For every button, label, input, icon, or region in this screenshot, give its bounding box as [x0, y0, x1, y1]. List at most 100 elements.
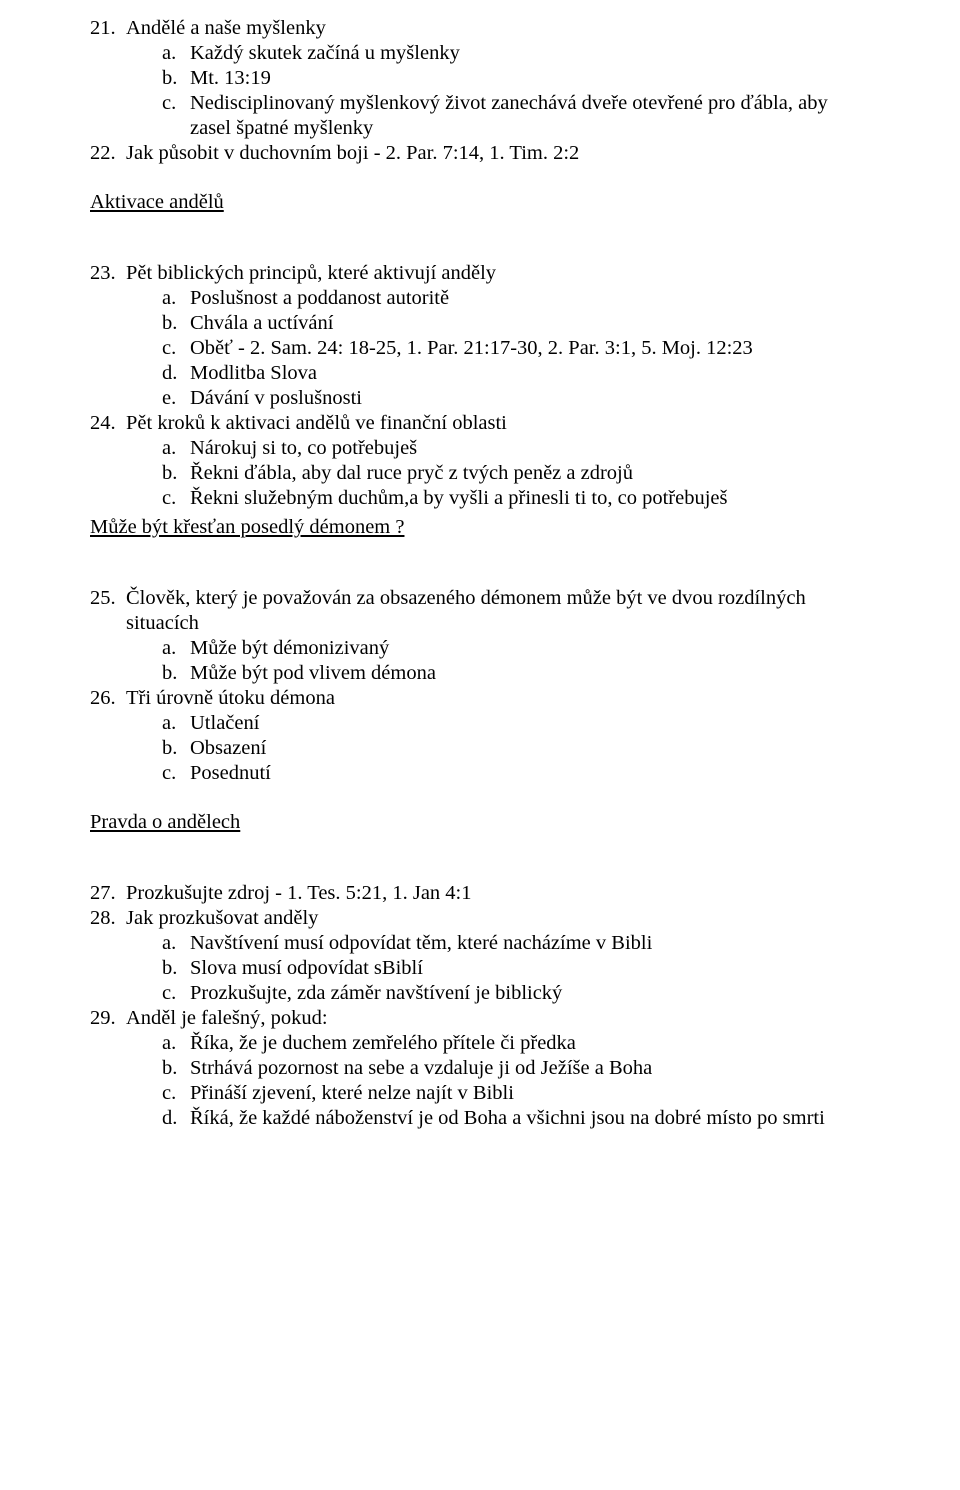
list-item: c.Oběť - 2. Sam. 24: 18-25, 1. Par. 21:1… — [162, 336, 870, 361]
item-number: c. — [162, 486, 190, 511]
list-item: b.Strhává pozornost na sebe a vzdaluje j… — [162, 1056, 870, 1081]
list-item: 25. Člověk, který je považován za obsaze… — [90, 586, 870, 636]
spacer — [90, 839, 870, 881]
item-text: Prozkušujte, zda záměr navštívení je bib… — [190, 981, 870, 1006]
list-item: 29. Anděl je falešný, pokud: — [90, 1006, 870, 1031]
list-item: c.Přináší zjevení, které nelze najít v B… — [162, 1081, 870, 1106]
item-text: Říká, že každé náboženství je od Boha a … — [190, 1106, 870, 1131]
item-number: 23. — [90, 261, 126, 286]
item-number: c. — [162, 91, 190, 141]
item-text: Každý skutek začíná u myšlenky — [190, 41, 870, 66]
list-item: b.Chvála a uctívání — [162, 311, 870, 336]
item-text: Jak působit v duchovním boji - 2. Par. 7… — [126, 141, 870, 166]
list-item: 21. Andělé a naše myšlenky — [90, 16, 870, 41]
list-item: a.Poslušnost a poddanost autoritě — [162, 286, 870, 311]
item-text: Mt. 13:19 — [190, 66, 870, 91]
outline-list: 27. Prozkušujte zdroj - 1. Tes. 5:21, 1.… — [90, 881, 870, 931]
item-number: b. — [162, 461, 190, 486]
item-number: a. — [162, 1031, 190, 1056]
item-number: e. — [162, 386, 190, 411]
list-item: b.Slova musí odpovídat sBiblí — [162, 956, 870, 981]
item-number: b. — [162, 661, 190, 686]
item-number: d. — [162, 1106, 190, 1131]
outline-list: 23. Pět biblických principů, které aktiv… — [90, 261, 870, 286]
list-item: c.Posednutí — [162, 761, 870, 786]
list-item: d.Modlitba Slova — [162, 361, 870, 386]
item-text: Říka, že je duchem zemřelého přítele či … — [190, 1031, 870, 1056]
outline-list: 24. Pět kroků k aktivaci andělů ve finan… — [90, 411, 870, 436]
list-item: e.Dávání v poslušnosti — [162, 386, 870, 411]
list-item: a.Nárokuj si to, co potřebuješ — [162, 436, 870, 461]
spacer — [90, 786, 870, 806]
item-number: a. — [162, 636, 190, 661]
list-item: c.Řekni služebným duchům,a by vyšli a př… — [162, 486, 870, 511]
list-item: b.Řekni ďábla, aby dal ruce pryč z tvých… — [162, 461, 870, 486]
document-page: 21. Andělé a naše myšlenky a.Každý skute… — [0, 0, 960, 1490]
list-item: 28. Jak prozkušovat anděly — [90, 906, 870, 931]
item-text: Řekni ďábla, aby dal ruce pryč z tvých p… — [190, 461, 870, 486]
item-text: Prozkušujte zdroj - 1. Tes. 5:21, 1. Jan… — [126, 881, 870, 906]
item-number: c. — [162, 336, 190, 361]
item-number: a. — [162, 711, 190, 736]
item-text: Andělé a naše myšlenky — [126, 16, 870, 41]
list-item: c.Nedisciplinovaný myšlenkový život zane… — [162, 91, 870, 141]
sublist: a.Každý skutek začíná u myšlenky b.Mt. 1… — [162, 41, 870, 141]
item-text: Pět kroků k aktivaci andělů ve finanční … — [126, 411, 870, 436]
item-number: 22. — [90, 141, 126, 166]
list-item: b.Může být pod vlivem démona — [162, 661, 870, 686]
item-text: Oběť - 2. Sam. 24: 18-25, 1. Par. 21:17-… — [190, 336, 870, 361]
outline-list: 21. Andělé a naše myšlenky — [90, 16, 870, 41]
item-text: Řekni služebným duchům,a by vyšli a přin… — [190, 486, 870, 511]
list-item: 26. Tři úrovně útoku démona — [90, 686, 870, 711]
item-text: Přináší zjevení, které nelze najít v Bib… — [190, 1081, 870, 1106]
item-text: Utlačení — [190, 711, 870, 736]
item-number: 24. — [90, 411, 126, 436]
list-item: a.Říka, že je duchem zemřelého přítele č… — [162, 1031, 870, 1056]
item-number: a. — [162, 41, 190, 66]
outline-list: 29. Anděl je falešný, pokud: — [90, 1006, 870, 1031]
item-text: Obsazení — [190, 736, 870, 761]
item-text: Poslušnost a poddanost autoritě — [190, 286, 870, 311]
spacer — [90, 544, 870, 586]
sublist: a.Utlačení b.Obsazení c.Posednutí — [162, 711, 870, 786]
item-text: Modlitba Slova — [190, 361, 870, 386]
item-number: 21. — [90, 16, 126, 41]
list-item: b.Mt. 13:19 — [162, 66, 870, 91]
item-text: Slova musí odpovídat sBiblí — [190, 956, 870, 981]
item-number: b. — [162, 66, 190, 91]
item-text: Jak prozkušovat anděly — [126, 906, 870, 931]
item-text: Anděl je falešný, pokud: — [126, 1006, 870, 1031]
item-text: Nárokuj si to, co potřebuješ — [190, 436, 870, 461]
list-item: a.Navštívení musí odpovídat těm, které n… — [162, 931, 870, 956]
section-heading: Může být křesťan posedlý démonem ? — [90, 515, 870, 540]
sublist: a.Navštívení musí odpovídat těm, které n… — [162, 931, 870, 1006]
list-item: 24. Pět kroků k aktivaci andělů ve finan… — [90, 411, 870, 436]
outline-list: 22. Jak působit v duchovním boji - 2. Pa… — [90, 141, 870, 166]
item-text: Navštívení musí odpovídat těm, které nac… — [190, 931, 870, 956]
spacer — [90, 166, 870, 186]
list-item: d.Říká, že každé náboženství je od Boha … — [162, 1106, 870, 1131]
item-number: 29. — [90, 1006, 126, 1031]
list-item: a.Každý skutek začíná u myšlenky — [162, 41, 870, 66]
item-number: 28. — [90, 906, 126, 931]
item-text: Dávání v poslušnosti — [190, 386, 870, 411]
list-item: a.Může být démonizivaný — [162, 636, 870, 661]
sublist: a.Poslušnost a poddanost autoritě b.Chvá… — [162, 286, 870, 411]
outline-list: 26. Tři úrovně útoku démona — [90, 686, 870, 711]
item-number: d. — [162, 361, 190, 386]
spacer — [90, 219, 870, 261]
item-text: Nedisciplinovaný myšlenkový život zanech… — [190, 91, 870, 141]
item-text: Pět biblických principů, které aktivují … — [126, 261, 870, 286]
item-number: 25. — [90, 586, 126, 636]
sublist: a.Může být démonizivaný b.Může být pod v… — [162, 636, 870, 686]
item-number: a. — [162, 436, 190, 461]
item-number: b. — [162, 956, 190, 981]
item-number: c. — [162, 981, 190, 1006]
list-item: a.Utlačení — [162, 711, 870, 736]
item-number: c. — [162, 1081, 190, 1106]
item-number: b. — [162, 736, 190, 761]
item-text: Tři úrovně útoku démona — [126, 686, 870, 711]
item-number: b. — [162, 311, 190, 336]
outline-list: 25. Člověk, který je považován za obsaze… — [90, 586, 870, 636]
item-text: Posednutí — [190, 761, 870, 786]
